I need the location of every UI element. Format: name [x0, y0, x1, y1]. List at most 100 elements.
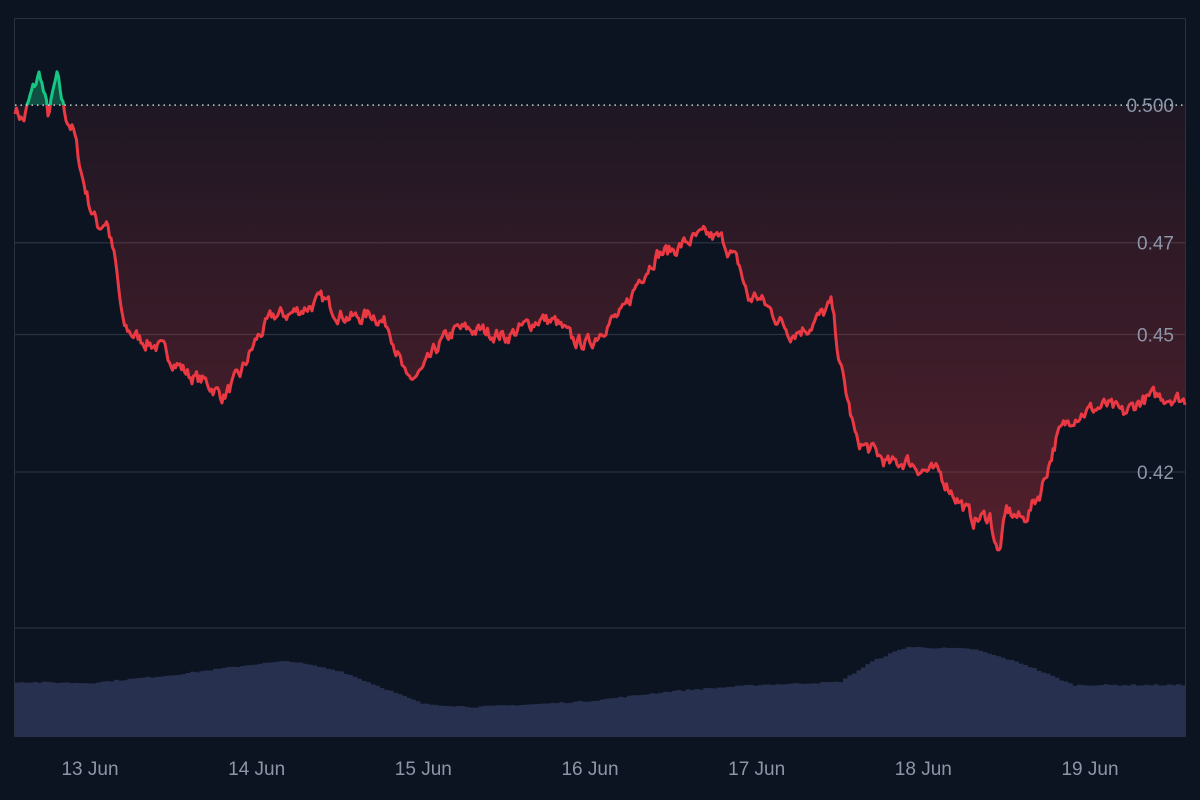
volume-bar [388, 690, 394, 737]
volume-bar [406, 697, 412, 737]
volume-bar [96, 682, 101, 737]
volume-bar [928, 648, 934, 737]
volume-bar [964, 648, 970, 737]
price-line-group [13, 70, 1187, 552]
volume-bars [15, 646, 1186, 737]
volume-bar [1059, 680, 1064, 737]
volume-bar [775, 684, 781, 737]
volume-bar [1171, 685, 1177, 737]
volume-bar [1045, 673, 1051, 737]
volume-bar [951, 647, 956, 737]
volume-bar [960, 648, 965, 737]
volume-bar [874, 658, 880, 737]
volume-bar [271, 662, 277, 737]
volume-bar [600, 699, 605, 737]
y-tick-label-2: 0.45 [1137, 325, 1174, 346]
volume-bar [442, 705, 448, 737]
volume-bar [150, 677, 155, 737]
volume-bar [595, 700, 601, 737]
volume-bar [424, 703, 430, 737]
volume-bar [667, 692, 673, 737]
volume-bar [532, 704, 538, 737]
volume-bar [978, 650, 983, 737]
volume-bar [478, 706, 484, 737]
volume-bar [820, 682, 826, 737]
volume-bar [199, 671, 205, 737]
price-area [15, 71, 1185, 550]
volume-bar [348, 675, 353, 737]
volume-bar [915, 646, 920, 737]
volume-bar [483, 705, 488, 737]
volume-bar [676, 689, 682, 737]
volume-bar [870, 661, 875, 737]
volume-bar [15, 682, 20, 737]
volume-bar [753, 685, 758, 737]
volume-bar [766, 684, 772, 737]
volume-bar [132, 678, 137, 737]
x-tick-label-6: 19 Jun [1061, 759, 1118, 780]
volume-bar [1104, 684, 1109, 737]
volume-bar [69, 683, 74, 737]
volume-bar [87, 683, 92, 737]
volume-bar [838, 682, 844, 737]
volume-bar [1167, 684, 1172, 737]
volume-bar [991, 654, 997, 737]
volume-bar [757, 685, 763, 737]
volume-bar [577, 700, 583, 737]
volume-bar [559, 702, 565, 737]
volume-bar [28, 682, 34, 737]
volume-bar [1000, 657, 1006, 737]
volume-bar [1050, 675, 1055, 737]
volume-bar [969, 649, 974, 737]
volume-bar [285, 661, 290, 737]
volume-bar [636, 695, 641, 737]
volume-bar [1005, 659, 1010, 737]
volume-bar [892, 651, 898, 737]
volume-bar [721, 687, 727, 737]
volume-bar [1158, 685, 1163, 737]
volume-bar [379, 688, 385, 737]
volume-bar [1117, 685, 1123, 737]
volume-bar [613, 698, 619, 737]
volume-bar [91, 683, 97, 737]
volume-bar [901, 648, 907, 737]
volume-bar [568, 702, 574, 737]
volume-bar [19, 682, 25, 737]
volume-bar [73, 682, 79, 737]
volume-bar [357, 678, 362, 737]
volume-bar [204, 670, 209, 737]
volume-bar [541, 703, 547, 737]
volume-bar [64, 682, 70, 737]
volume-bar [492, 705, 497, 737]
volume-bar [78, 683, 83, 737]
volume-bar [496, 705, 502, 737]
x-axis-ticks: 13 Jun 14 Jun 15 Jun 16 Jun 17 Jun 18 Jun 19 J… [61, 759, 1118, 780]
volume-bar [856, 670, 862, 737]
volume-bar [325, 668, 331, 737]
volume-bar [717, 687, 722, 737]
volume-bar [924, 647, 929, 737]
volume-bar [519, 705, 524, 737]
volume-bar [690, 690, 695, 737]
volume-bar [654, 693, 659, 737]
volume-bar [447, 706, 452, 737]
volume-bar [163, 675, 169, 737]
volume-bar [825, 682, 830, 737]
volume-bar [879, 658, 884, 737]
volume-bar [280, 661, 286, 737]
y-tick-label-1: 0.47 [1137, 234, 1174, 255]
volume-bar [253, 664, 259, 737]
y-axis-ticks: 0.500 0.47 0.45 0.42 [1126, 96, 1174, 484]
volume-bar [609, 698, 614, 737]
volume-bar [843, 678, 848, 737]
volume-bar [618, 696, 623, 737]
volume-bar [154, 676, 160, 737]
volume-bar [222, 667, 227, 737]
volume-bar [807, 683, 812, 737]
volume-bar [564, 703, 569, 737]
price-line-below [13, 105, 1187, 552]
volume-bar [460, 706, 466, 737]
volume-bar [1054, 677, 1060, 737]
